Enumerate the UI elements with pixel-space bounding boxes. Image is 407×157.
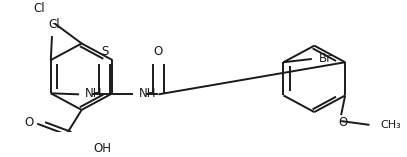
- Text: O: O: [339, 116, 348, 129]
- Text: O: O: [25, 116, 34, 130]
- Text: OH: OH: [94, 141, 112, 154]
- Text: Cl: Cl: [48, 18, 60, 31]
- Text: S: S: [101, 45, 108, 58]
- Text: Br: Br: [319, 52, 332, 65]
- Text: NH: NH: [139, 87, 156, 100]
- Text: NH: NH: [85, 87, 102, 100]
- Text: CH₃: CH₃: [380, 120, 401, 130]
- Text: O: O: [154, 45, 163, 58]
- Text: Cl: Cl: [33, 2, 45, 15]
